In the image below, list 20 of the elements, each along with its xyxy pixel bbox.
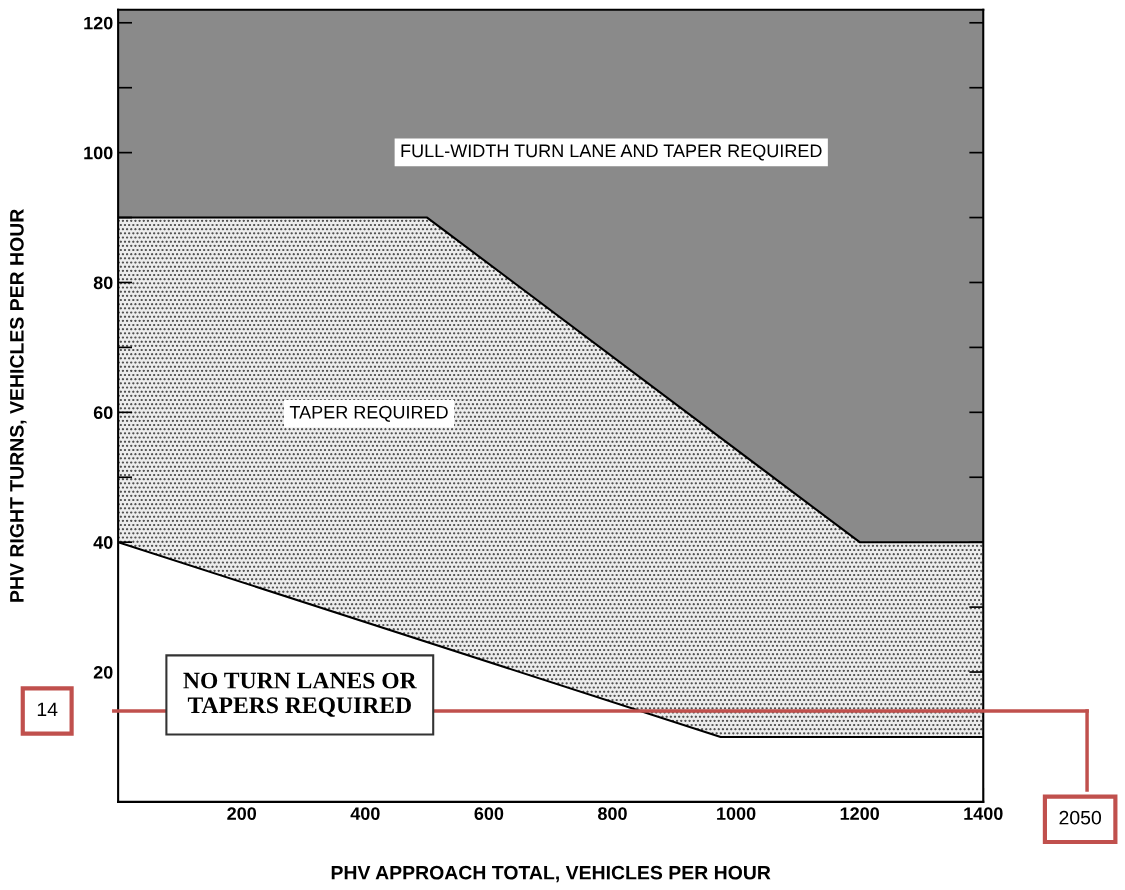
annotation: FULL-WIDTH TURN LANE AND TAPER REQUIRED (401, 144, 822, 161)
annotation: NO TURN LANES OR TAPERS REQUIRED (183, 672, 417, 717)
y-tick-label: 100 (84, 146, 113, 160)
x-tick-label: 1200 (840, 807, 880, 821)
x-tick-label: 200 (227, 807, 257, 821)
x-tick-label: 1400 (964, 807, 1003, 821)
x-axis-title: PHV APPROACH TOTAL, VEHICLES PER HOUR (331, 865, 771, 883)
annotation: TAPER REQUIRED (289, 405, 448, 422)
text: 2050 (1059, 810, 1102, 825)
y-tick-label: 40 (93, 536, 113, 549)
x-tick-label: 600 (474, 807, 504, 821)
x-tick-label: 800 (597, 807, 627, 821)
y-tick-label: 20 (93, 665, 113, 679)
y-tick-label: 120 (84, 16, 113, 30)
y-tick-label: 80 (93, 276, 113, 290)
x-tick-label: 1000 (717, 807, 756, 821)
y-axis-title: PHV RIGHT TURNS, VEHICLES PER HOUR (9, 209, 27, 602)
y-tick-label: 60 (93, 406, 113, 420)
ref-line-label: 14 (37, 702, 58, 717)
x-tick-label: 400 (350, 807, 380, 821)
